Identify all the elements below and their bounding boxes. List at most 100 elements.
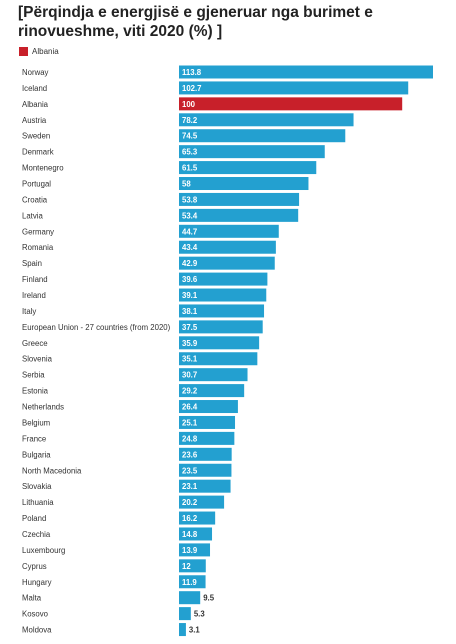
bar-portugal [179, 177, 309, 191]
category-label-italy: Italy [22, 307, 36, 316]
category-label-cyprus: Cyprus [22, 562, 47, 571]
value-label-serbia: 30.7 [182, 371, 197, 380]
bar-denmark [179, 145, 325, 159]
value-label-croatia: 53.8 [182, 195, 198, 204]
category-label-norway: Norway [22, 68, 49, 77]
value-label-kosovo: 5.3 [194, 610, 206, 619]
value-label-ireland: 39.1 [182, 291, 198, 300]
category-label-sweden: Sweden [22, 132, 50, 141]
bar-albania [179, 97, 403, 111]
bar-germany [179, 224, 279, 238]
category-label-kosovo: Kosovo [22, 610, 49, 619]
value-label-austria: 78.2 [182, 116, 198, 125]
category-label-romania: Romania [22, 243, 54, 252]
category-label-lithuania: Lithuania [22, 498, 54, 507]
value-label-moldova: 3.1 [189, 626, 201, 635]
bar-montenegro [179, 161, 317, 175]
value-label-lithuania: 20.2 [182, 498, 198, 507]
bar-finland [179, 272, 268, 286]
category-label-moldova: Moldova [22, 626, 52, 635]
value-label-finland: 39.6 [182, 275, 198, 284]
bar-belgium [179, 415, 236, 429]
chart-title: [Përqindja e energjisë e gjeneruar nga b… [18, 4, 373, 40]
category-label-north-macedonia: North Macedonia [22, 466, 82, 475]
category-label-czechia: Czechia [22, 530, 51, 539]
bar-italy [179, 304, 265, 318]
bar-ireland [179, 288, 267, 302]
category-label-portugal: Portugal [22, 180, 51, 189]
value-label-iceland: 102.7 [182, 84, 202, 93]
bar-malta [179, 591, 201, 605]
value-label-cyprus: 12 [182, 562, 191, 571]
value-label-estonia: 29.2 [182, 387, 198, 396]
category-label-montenegro: Montenegro [22, 164, 64, 173]
value-label-germany: 44.7 [182, 227, 197, 236]
value-label-montenegro: 61.5 [182, 164, 198, 173]
bar-spain [179, 256, 275, 270]
value-label-belgium: 25.1 [182, 418, 198, 427]
value-label-italy: 38.1 [182, 307, 198, 316]
bar-bulgaria [179, 447, 232, 461]
category-label-european-union-27-countries-from-2020: European Union - 27 countries (from 2020… [22, 323, 171, 332]
value-label-european-union-27-countries-from-2020: 37.5 [182, 323, 198, 332]
category-label-greece: Greece [22, 339, 48, 348]
value-label-malta: 9.5 [203, 594, 215, 603]
value-label-slovenia: 35.1 [182, 355, 198, 364]
bar-serbia [179, 368, 248, 382]
value-label-denmark: 65.3 [182, 148, 198, 157]
bar-czechia [179, 527, 213, 541]
bar-austria [179, 113, 354, 127]
bar-sweden [179, 129, 346, 143]
value-label-north-macedonia: 23.5 [182, 466, 198, 475]
category-label-latvia: Latvia [22, 211, 43, 220]
bar-norway [179, 65, 433, 79]
category-label-germany: Germany [22, 227, 54, 236]
value-label-poland: 16.2 [182, 514, 198, 523]
value-label-greece: 35.9 [182, 339, 198, 348]
legend-swatch-albania [19, 46, 28, 56]
bar-latvia [179, 208, 299, 222]
value-label-spain: 42.9 [182, 259, 198, 268]
category-label-croatia: Croatia [22, 195, 48, 204]
bar-kosovo [179, 607, 191, 621]
value-label-portugal: 58 [182, 180, 191, 189]
value-label-slovakia: 23.1 [182, 482, 198, 491]
bar-france [179, 431, 235, 445]
value-label-luxembourg: 13.9 [182, 546, 198, 555]
bar-greece [179, 336, 260, 350]
bar-slovakia [179, 479, 231, 493]
value-label-bulgaria: 23.6 [182, 450, 198, 459]
bar-poland [179, 511, 216, 525]
bar-lithuania [179, 495, 225, 509]
bar-cyprus [179, 559, 206, 573]
category-label-spain: Spain [22, 259, 42, 268]
bar-north-macedonia [179, 463, 232, 477]
category-label-serbia: Serbia [22, 371, 45, 380]
category-label-bulgaria: Bulgaria [22, 450, 51, 459]
legend-label-albania: Albania [32, 46, 59, 56]
bar-croatia [179, 192, 300, 206]
category-label-france: France [22, 434, 46, 443]
value-label-netherlands: 26.4 [182, 403, 198, 412]
value-label-norway: 113.8 [182, 68, 202, 77]
bar-hungary [179, 575, 206, 589]
chart-legend: Albania [19, 45, 59, 57]
category-label-poland: Poland [22, 514, 46, 523]
category-label-albania: Albania [22, 100, 49, 109]
category-label-belgium: Belgium [22, 418, 50, 427]
value-label-france: 24.8 [182, 434, 198, 443]
category-label-denmark: Denmark [22, 148, 54, 157]
value-label-latvia: 53.4 [182, 211, 198, 220]
bar-netherlands [179, 400, 238, 414]
bar-european-union-27-countries-from-2020 [179, 320, 263, 334]
bar-iceland [179, 81, 409, 95]
value-label-sweden: 74.5 [182, 132, 198, 141]
category-label-estonia: Estonia [22, 387, 49, 396]
bar-estonia [179, 384, 245, 398]
bar-luxembourg [179, 543, 211, 557]
bar-moldova [179, 623, 186, 637]
category-label-finland: Finland [22, 275, 48, 284]
value-label-hungary: 11.9 [182, 578, 197, 587]
category-label-hungary: Hungary [22, 578, 52, 587]
value-label-romania: 43.4 [182, 243, 198, 252]
